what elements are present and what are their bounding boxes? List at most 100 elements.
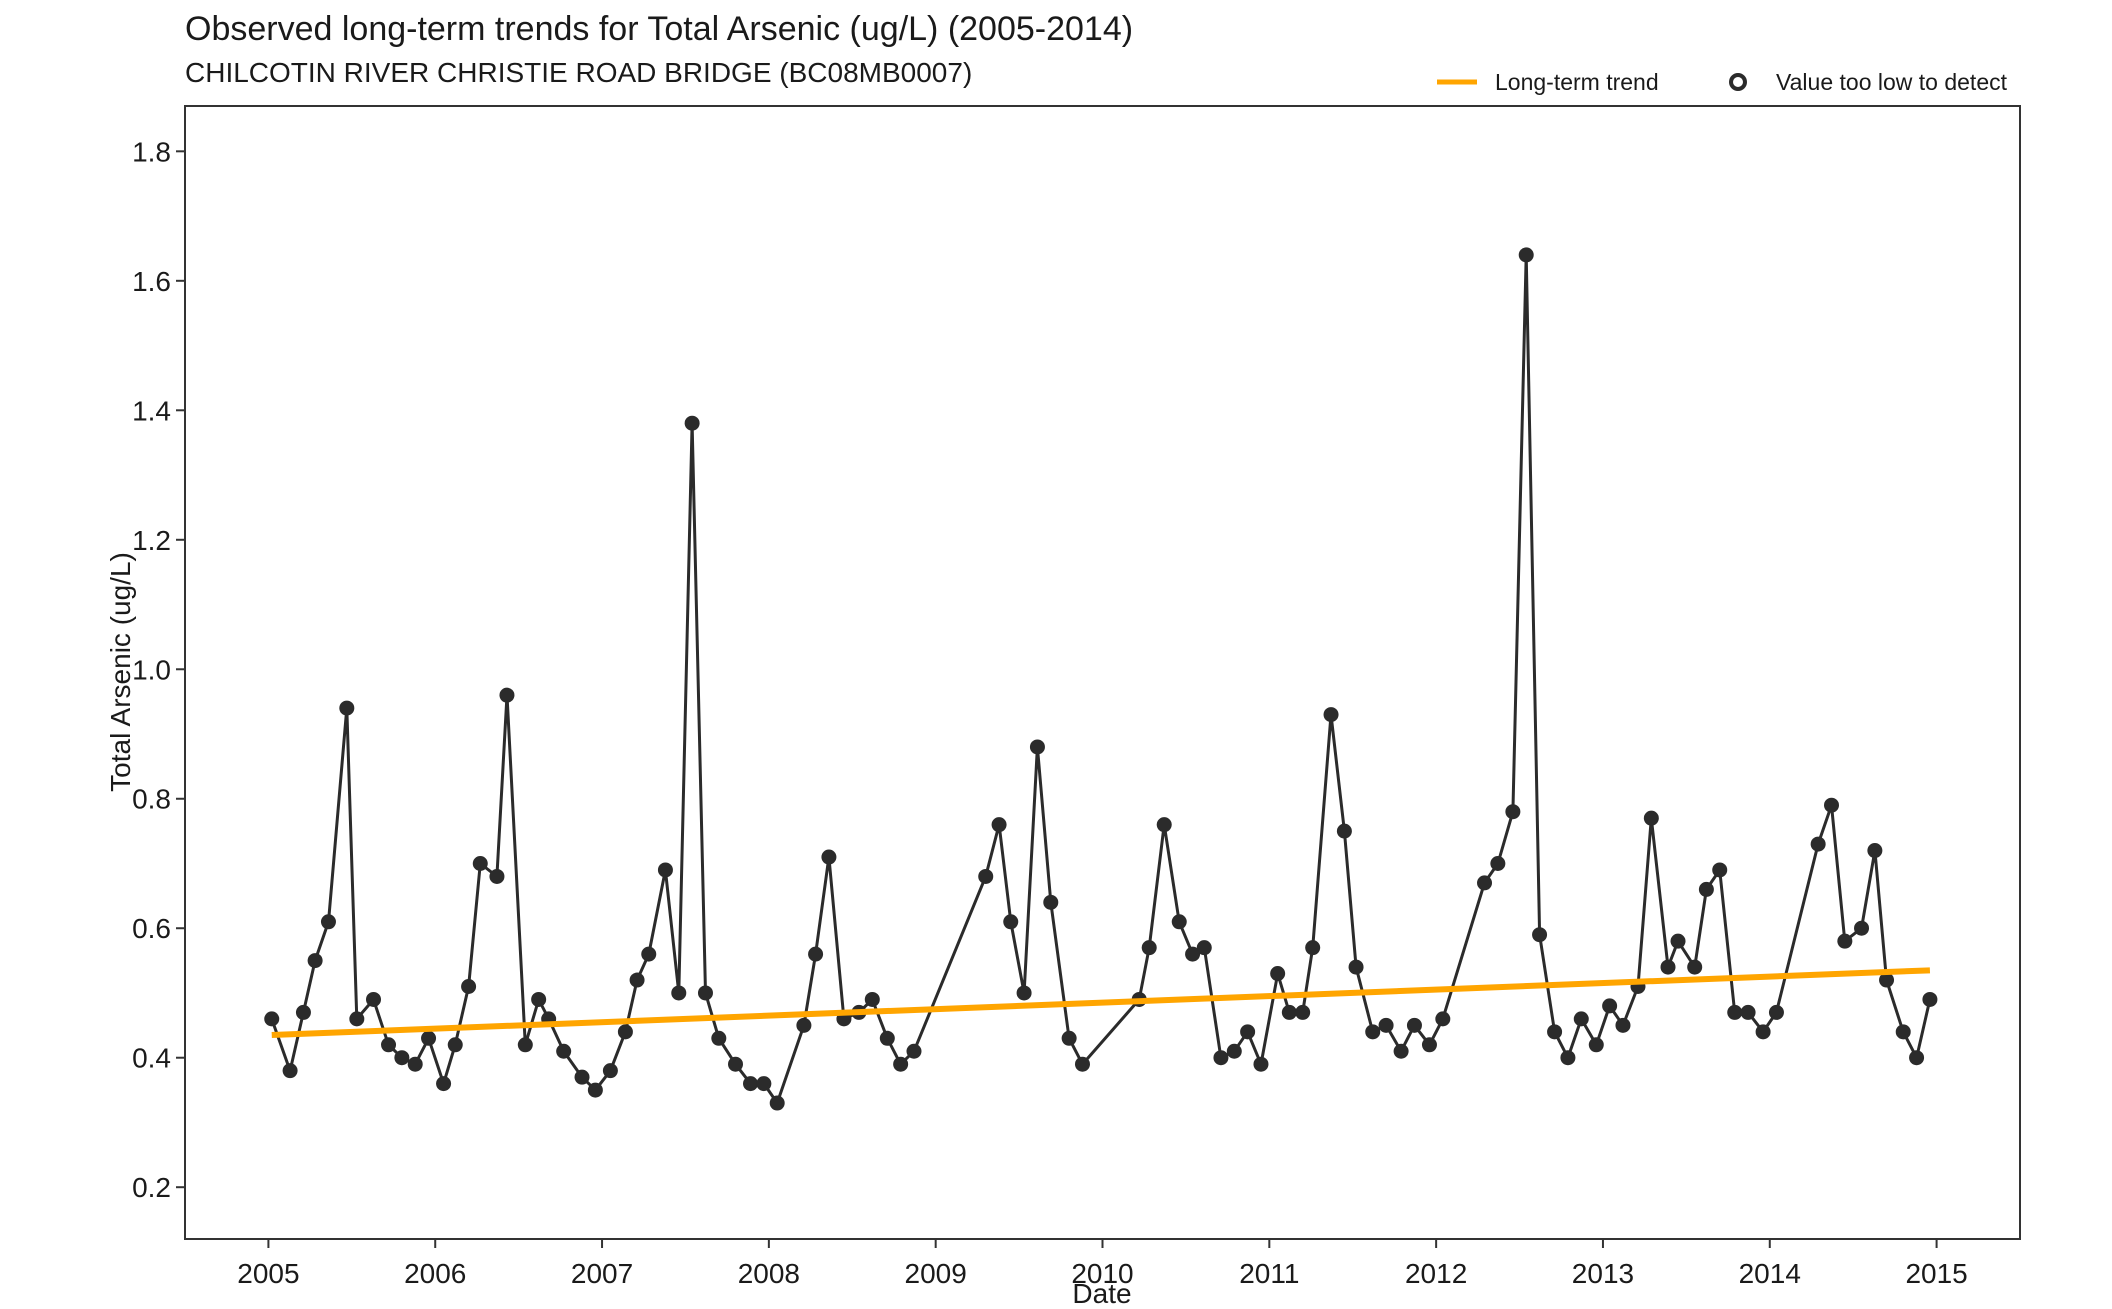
data-point (1043, 894, 1059, 910)
y-tick-label: 1.8 (132, 136, 171, 167)
data-point (1003, 914, 1019, 930)
data-point (1698, 881, 1714, 897)
y-tick-label: 1.2 (132, 525, 171, 556)
data-point (394, 1050, 410, 1066)
data-point (629, 972, 645, 988)
data-point (1029, 739, 1045, 755)
trend-line (271, 967, 1931, 1039)
data-point (1505, 804, 1521, 820)
data-point (602, 1063, 618, 1079)
trend-layer (271, 967, 1931, 1039)
data-point (1615, 1017, 1631, 1033)
data-point (1660, 959, 1676, 975)
legend-nondetect-label: Value too low to detect (1776, 69, 2008, 95)
x-tick-label: 2010 (1071, 1258, 1133, 1289)
data-point (366, 991, 382, 1007)
data-point (657, 862, 673, 878)
observed-line (270, 253, 1932, 1105)
y-tick-label: 0.6 (132, 913, 171, 944)
data-point (517, 1037, 533, 1053)
x-tick-label: 2009 (905, 1258, 967, 1289)
data-point (472, 855, 488, 871)
y-tick-label: 1.4 (132, 395, 171, 426)
data-point (1547, 1024, 1563, 1040)
data-point (1810, 836, 1826, 852)
data-point (1768, 1004, 1784, 1020)
data-point (1421, 1037, 1437, 1053)
data-point (320, 914, 336, 930)
data-point (1837, 933, 1853, 949)
data-point (1895, 1024, 1911, 1040)
data-point (1560, 1050, 1576, 1066)
data-point (1573, 1011, 1589, 1027)
data-point (728, 1056, 743, 1072)
x-tick-label: 2007 (571, 1258, 633, 1289)
data-point (1171, 914, 1187, 930)
data-point (1922, 991, 1938, 1007)
y-tick-label: 0.2 (132, 1172, 171, 1203)
data-point (1185, 946, 1201, 962)
data-point (1406, 1017, 1422, 1033)
y-tick-label: 0.8 (132, 784, 171, 815)
legend-nondetect-swatch (1729, 73, 1747, 91)
data-point (1336, 823, 1352, 839)
plot-panel (184, 105, 2021, 1240)
data-point (1270, 966, 1286, 982)
data-point (264, 1011, 280, 1027)
x-tick-label: 2013 (1572, 1258, 1634, 1289)
data-point (421, 1030, 437, 1046)
data-point (1602, 998, 1618, 1014)
data-point (1253, 1056, 1269, 1072)
data-point (906, 1043, 922, 1059)
observed-series-line (270, 253, 1932, 1105)
data-point (1156, 817, 1172, 833)
data-point (1196, 940, 1212, 956)
data-point (1240, 1024, 1256, 1040)
data-point (1909, 1050, 1925, 1066)
data-point (1755, 1024, 1771, 1040)
x-tick-label: 2012 (1405, 1258, 1467, 1289)
data-point (671, 985, 687, 1001)
data-point (1518, 247, 1534, 263)
data-point (1854, 920, 1870, 936)
data-point (756, 1076, 772, 1092)
data-point (711, 1030, 727, 1046)
data-point (349, 1011, 365, 1027)
data-point (893, 1056, 909, 1072)
data-point (1588, 1037, 1604, 1053)
data-point (1477, 875, 1493, 891)
data-point (1295, 1004, 1311, 1020)
data-point (1435, 1011, 1451, 1027)
data-point (1727, 1004, 1743, 1020)
data-point (1348, 959, 1364, 975)
data-point (489, 868, 505, 884)
data-point (1393, 1043, 1409, 1059)
x-tick-label: 2005 (237, 1258, 299, 1289)
data-point (1074, 1056, 1090, 1072)
data-point (1141, 940, 1157, 956)
data-point (743, 1076, 759, 1092)
data-point (1016, 985, 1032, 1001)
data-point (499, 687, 515, 703)
x-axis-title: Date (1072, 1278, 1131, 1309)
data-point (1879, 972, 1895, 988)
data-point (556, 1043, 572, 1059)
data-point (641, 946, 657, 962)
y-tick-label: 1.0 (132, 654, 171, 685)
data-point (531, 991, 547, 1007)
legend: Long-term trend Value too low to detect (1437, 69, 2008, 95)
data-point (864, 991, 880, 1007)
data-point (436, 1076, 452, 1092)
data-point (769, 1095, 785, 1111)
data-point (991, 817, 1007, 833)
data-point (339, 700, 355, 716)
data-point (1226, 1043, 1242, 1059)
data-point (1061, 1030, 1077, 1046)
chart-subtitle: CHILCOTIN RIVER CHRISTIE ROAD BRIDGE (BC… (185, 57, 972, 88)
data-point (295, 1004, 311, 1020)
y-axis: 0.2 0.4 0.6 0.8 1.0 1.2 1.4 1.6 1.8 (132, 136, 185, 1203)
y-axis-title: Total Arsenic (ug/L) (105, 552, 136, 792)
data-point (1365, 1024, 1381, 1040)
data-point (978, 868, 994, 884)
data-point (697, 985, 713, 1001)
